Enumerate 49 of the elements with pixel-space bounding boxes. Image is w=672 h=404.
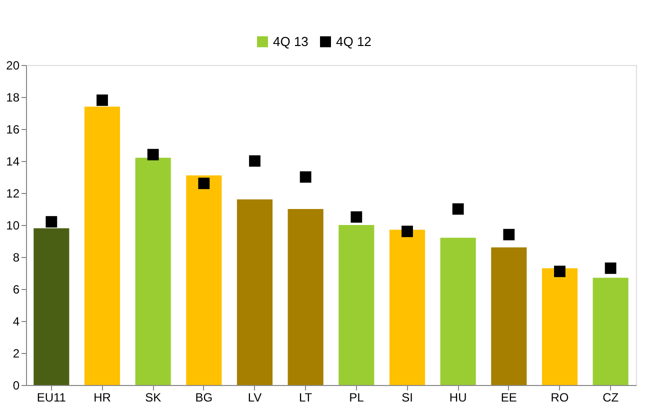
point (96, 94, 108, 106)
x-tick-label: LT (299, 390, 313, 404)
point (402, 226, 413, 238)
point (249, 155, 260, 167)
point (46, 216, 58, 228)
x-tick-label: CZ (602, 390, 619, 404)
y-tick-label: 18 (6, 90, 20, 104)
x-tick-label: LV (248, 390, 262, 404)
legend-label: 4Q 13 (273, 34, 308, 49)
bar (288, 209, 324, 385)
bar (84, 106, 120, 385)
point (350, 211, 362, 223)
y-tick-label: 2 (12, 346, 20, 360)
x-tick-label: BG (195, 390, 213, 404)
x-tick-label: EU11 (36, 390, 66, 404)
point (554, 266, 566, 278)
y-tick-label: 8 (12, 250, 20, 264)
x-tick-label: HR (94, 390, 112, 404)
bar (491, 247, 527, 385)
bar (236, 199, 273, 385)
y-tick-label: 4 (12, 314, 20, 328)
point (604, 262, 616, 274)
bar (389, 230, 426, 385)
x-tick-label: SK (145, 390, 162, 404)
point (300, 171, 312, 183)
point (198, 178, 210, 190)
x-tick-label: EE (500, 390, 517, 404)
point (147, 148, 159, 160)
bar (34, 228, 70, 385)
x-tick-label: PL (349, 390, 364, 404)
point (452, 203, 464, 215)
y-tick-label: 6 (12, 282, 20, 296)
y-tick-label: 0 (12, 378, 20, 392)
bar (186, 175, 222, 385)
bar (592, 278, 628, 385)
bar (440, 238, 476, 385)
y-tick-label: 12 (6, 186, 20, 200)
x-tick-label: HU (449, 390, 467, 404)
x-tick-label: RO (550, 390, 569, 404)
y-tick-label: 16 (6, 122, 20, 136)
y-tick-label: 20 (6, 58, 20, 72)
legend-label: 4Q 12 (336, 34, 372, 49)
bar (338, 225, 374, 385)
x-tick-label: SI (402, 390, 413, 404)
bar (135, 158, 171, 385)
bar (542, 268, 578, 385)
point (503, 228, 515, 240)
y-tick-label: 10 (6, 218, 20, 232)
y-tick-label: 14 (6, 154, 20, 168)
